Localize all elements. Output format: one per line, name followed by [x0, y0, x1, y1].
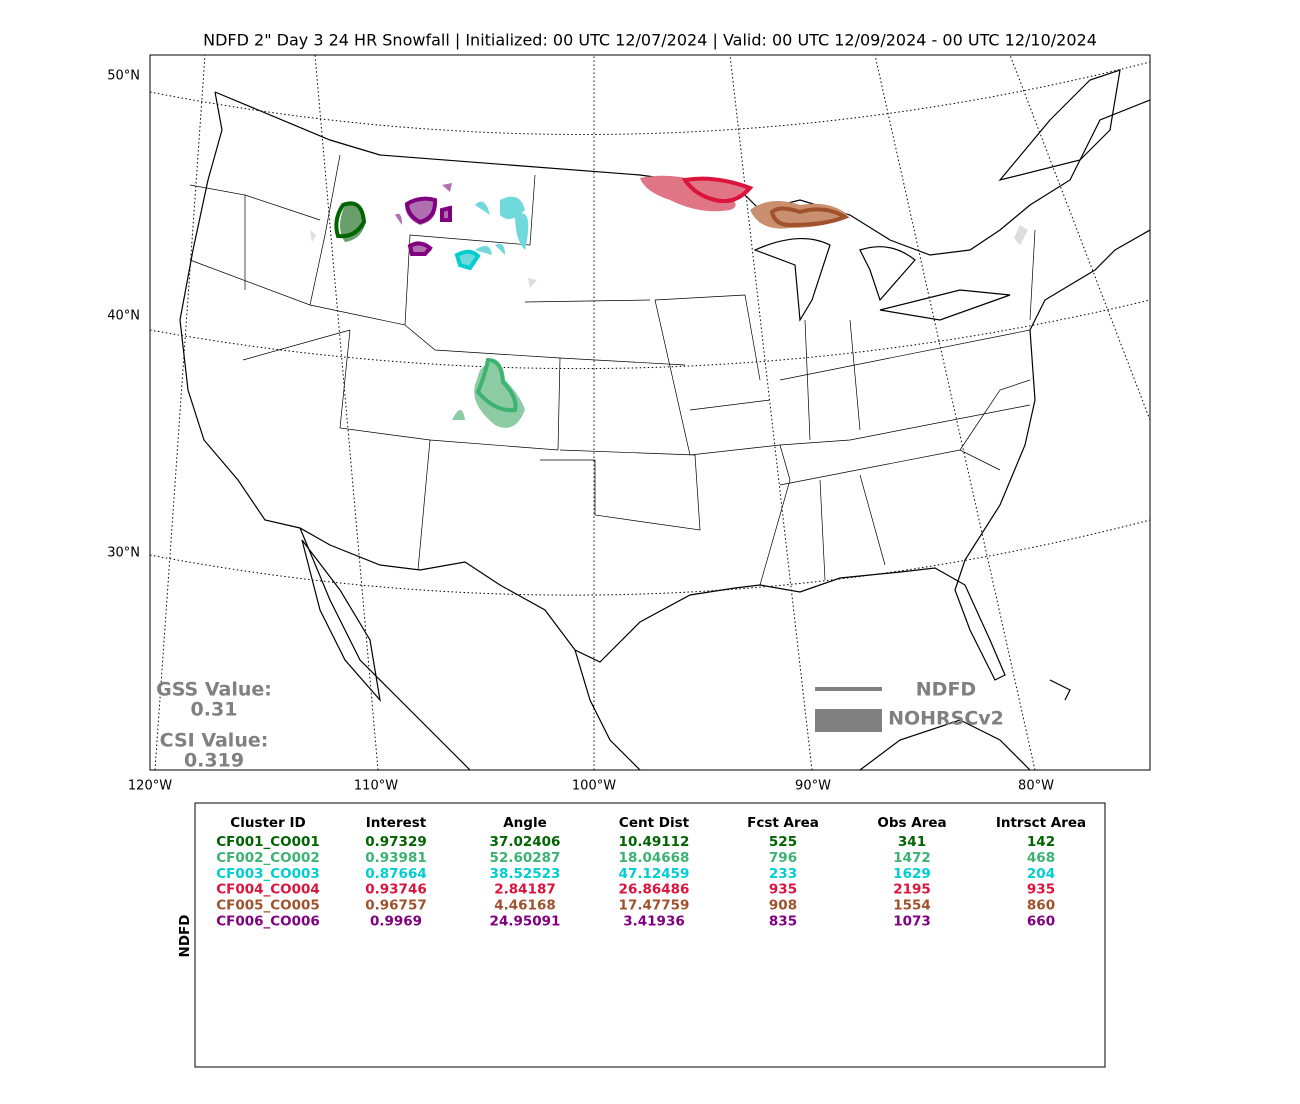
table-cell: 24.95091	[490, 914, 561, 930]
column-header: Cluster ID	[230, 815, 305, 831]
lat-label: 30°N	[107, 546, 140, 561]
observed-area	[340, 204, 365, 242]
gss-label: GSS Value:	[156, 679, 272, 701]
column-header: Fcst Area	[747, 815, 819, 831]
table-cell: 908	[769, 898, 797, 914]
table-cell: 341	[898, 834, 926, 850]
column-header: Intrsct Area	[996, 815, 1086, 831]
table-cell: 204	[1027, 866, 1055, 882]
csi-value: 0.319	[184, 750, 244, 772]
table-cell: 0.9969	[370, 914, 422, 930]
column-header: Angle	[503, 815, 547, 831]
table-cell: 468	[1027, 850, 1055, 866]
table-cell: CF003_CO003	[216, 866, 320, 882]
table-cell: 17.47759	[619, 898, 690, 914]
observed-area	[475, 196, 529, 255]
lat-label: 40°N	[107, 309, 140, 324]
lon-label: 80°W	[1018, 779, 1054, 794]
table-cell: 142	[1027, 834, 1055, 850]
table-cell: 0.93981	[365, 850, 427, 866]
legend-forecast: NDFD	[916, 679, 976, 701]
table-cell: 0.93746	[365, 882, 427, 898]
table-cell: 525	[769, 834, 797, 850]
table-cell: CF006_CO006	[216, 914, 320, 930]
table-cell: 935	[1027, 882, 1055, 898]
table-cell: 10.49112	[619, 834, 690, 850]
table-cell: 660	[1027, 914, 1055, 930]
column-header: Interest	[366, 815, 427, 831]
table-cell: 2195	[893, 882, 931, 898]
forecast-outline	[475, 357, 518, 413]
table-side-label: NDFD	[177, 915, 193, 958]
map-frame	[149, 54, 1151, 771]
table-cell: 1554	[893, 898, 931, 914]
table-cell: 47.12459	[619, 866, 690, 882]
table-cell: 935	[769, 882, 797, 898]
table-cell: 0.96757	[365, 898, 427, 914]
table-frame	[194, 802, 1106, 1068]
forecast-outline	[404, 196, 452, 256]
title: NDFD 2" Day 3 24 HR Snowfall | Initializ…	[203, 31, 1097, 50]
csi-label: CSI Value:	[160, 730, 269, 752]
caribbean	[859, 679, 1071, 770]
table-cell: 835	[769, 914, 797, 930]
table-cell: 37.02406	[490, 834, 561, 850]
table-cell: 1629	[893, 866, 931, 882]
map	[149, 54, 1151, 771]
meridian	[1009, 55, 1150, 421]
table-cell: CF004_CO004	[216, 882, 320, 898]
forecast-outline	[454, 249, 481, 271]
table: Cluster ID Interest Angle Cent Dist Fcst Are…	[216, 815, 1086, 930]
table-cell: 18.04668	[619, 850, 690, 866]
table-cell: 233	[769, 866, 797, 882]
table-cell: 26.86486	[619, 882, 690, 898]
meridian	[150, 728, 151, 740]
lon-label: 90°W	[795, 779, 831, 794]
great-lakes	[753, 237, 1011, 322]
table-cell: 38.52523	[490, 866, 561, 882]
table-cell: 0.87664	[365, 866, 427, 882]
table-cell: 4.46168	[494, 898, 556, 914]
mexico-coast	[299, 527, 641, 770]
table-cell: 0.97329	[365, 834, 427, 850]
table-cell: CF005_CO005	[216, 898, 320, 914]
legend-patch	[815, 709, 882, 732]
lon-label: 120°W	[128, 779, 172, 794]
table-cell: CF002_CO002	[216, 850, 320, 866]
maritimes	[998, 69, 1121, 182]
table-cell: CF001_CO001	[216, 834, 320, 850]
forecast-outline	[769, 206, 850, 228]
state-lines	[189, 154, 1036, 586]
forecast-outline	[681, 176, 754, 204]
gss-value: 0.31	[191, 699, 238, 721]
coastline	[179, 91, 1150, 681]
column-header: Obs Area	[877, 815, 946, 831]
table-cell: 2.84187	[494, 882, 556, 898]
forecast-outline	[334, 201, 367, 239]
table-cell: 796	[769, 850, 797, 866]
meridian	[154, 55, 206, 770]
column-header: Cent Dist	[619, 815, 690, 831]
lat-label: 50°N	[107, 69, 140, 84]
lon-label: 100°W	[572, 779, 616, 794]
table-cell: 1472	[893, 850, 931, 866]
legend-observed: NOHRSCv2	[888, 708, 1004, 730]
lon-label: 110°W	[354, 779, 398, 794]
table-cell: 1073	[893, 914, 931, 930]
table-cell: 3.41936	[623, 914, 685, 930]
table-cell: 52.60287	[490, 850, 561, 866]
table-cell: 860	[1027, 898, 1055, 914]
observed-area	[640, 175, 736, 212]
